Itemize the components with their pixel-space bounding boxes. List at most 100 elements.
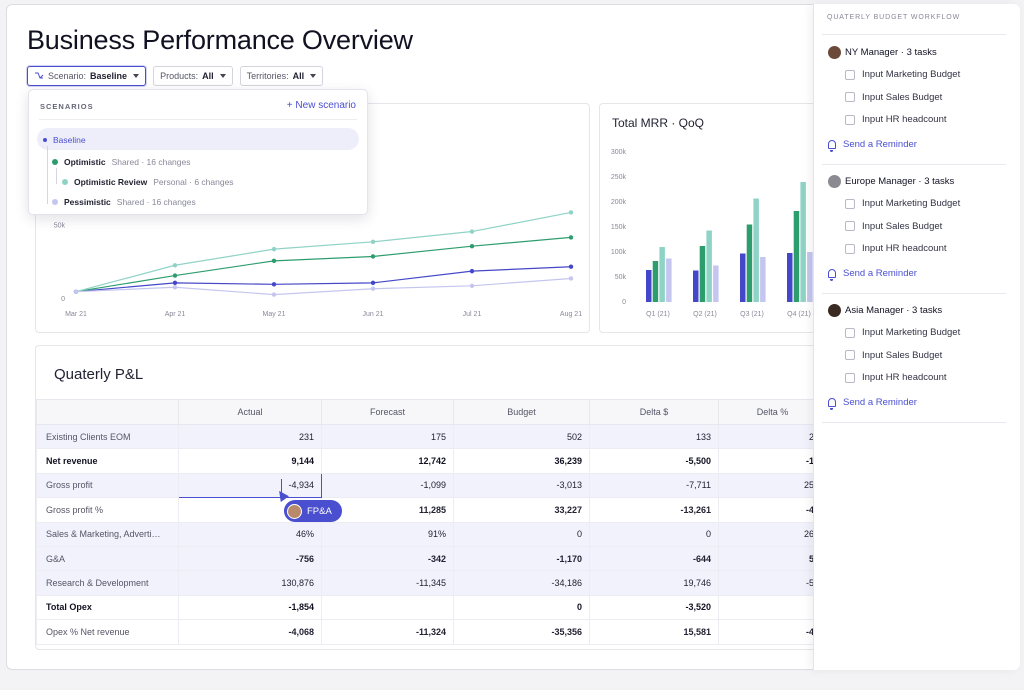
- task-checkbox[interactable]: [845, 114, 855, 125]
- table-cell[interactable]: 231: [178, 423, 322, 450]
- task-item[interactable]: Input HR headcount: [845, 114, 947, 125]
- table-cell[interactable]: -1,854: [178, 594, 322, 621]
- data-point[interactable]: [73, 289, 79, 294]
- bar[interactable]: [706, 230, 712, 303]
- bar[interactable]: [760, 257, 766, 302]
- data-point[interactable]: [469, 283, 475, 288]
- new-scenario-button[interactable]: + New scenario: [286, 100, 356, 111]
- task-item[interactable]: Input Marketing Budget: [845, 327, 960, 338]
- products-filter[interactable]: Products: All: [153, 66, 233, 86]
- table-cell[interactable]: 36,239: [453, 448, 590, 474]
- table-cell[interactable]: 26: [718, 423, 827, 450]
- table-cell[interactable]: 55: [718, 545, 827, 572]
- task-checkbox[interactable]: [845, 327, 855, 338]
- table-cell[interactable]: 12,742: [321, 448, 454, 474]
- table-cell[interactable]: -44: [718, 619, 827, 645]
- send-reminder-button[interactable]: Send a Reminder: [828, 397, 917, 410]
- bar[interactable]: [787, 253, 793, 302]
- scenario-filter[interactable]: Scenario: Baseline: [27, 66, 147, 86]
- table-cell[interactable]: [718, 594, 827, 621]
- data-point[interactable]: [271, 258, 277, 264]
- bar[interactable]: [713, 265, 719, 303]
- table-cell[interactable]: -1,170: [453, 545, 590, 572]
- table-cell[interactable]: -40: [718, 497, 827, 523]
- data-point[interactable]: [469, 229, 475, 234]
- task-item[interactable]: Input Sales Budget: [845, 221, 942, 232]
- table-cell[interactable]: -7,711: [589, 472, 719, 499]
- table-cell[interactable]: -15: [718, 448, 827, 474]
- table-cell[interactable]: 0: [589, 521, 719, 547]
- table-cell[interactable]: -13,261: [589, 497, 719, 523]
- table-cell[interactable]: -3,520: [589, 594, 719, 621]
- scenario-item-pessimistic[interactable]: Pessimistic Shared · 16 changes: [52, 197, 196, 207]
- data-point[interactable]: [370, 286, 376, 291]
- task-item[interactable]: Input Sales Budget: [845, 350, 942, 361]
- column-header-budget[interactable]: Budget: [453, 399, 590, 425]
- data-point[interactable]: [568, 264, 574, 269]
- task-item[interactable]: Input HR headcount: [845, 243, 947, 254]
- bar[interactable]: [793, 211, 800, 302]
- table-cell[interactable]: -35,356: [453, 619, 590, 645]
- table-cell[interactable]: 256: [718, 472, 827, 499]
- table-cell[interactable]: -4,068: [178, 619, 322, 645]
- task-checkbox[interactable]: [845, 243, 855, 254]
- table-cell[interactable]: -5,500: [589, 448, 719, 474]
- bar[interactable]: [740, 253, 746, 303]
- table-cell[interactable]: 130,876: [178, 570, 322, 596]
- bar[interactable]: [659, 247, 665, 302]
- table-cell[interactable]: 46%: [178, 521, 322, 547]
- task-item[interactable]: Input HR headcount: [845, 372, 947, 383]
- bar[interactable]: [666, 258, 672, 303]
- bar[interactable]: [746, 224, 753, 303]
- table-cell[interactable]: -342: [321, 545, 454, 572]
- column-header-delta-dollar[interactable]: Delta $: [589, 399, 719, 425]
- data-point[interactable]: [172, 285, 178, 290]
- data-point[interactable]: [568, 235, 574, 240]
- data-point[interactable]: [172, 263, 178, 268]
- bar[interactable]: [646, 270, 652, 302]
- table-cell[interactable]: 502: [453, 423, 590, 450]
- table-cell[interactable]: 261: [718, 521, 827, 547]
- data-point[interactable]: [271, 292, 277, 297]
- scenario-item-optimistic[interactable]: Optimistic Shared · 16 changes: [52, 157, 190, 167]
- data-point[interactable]: [370, 280, 376, 286]
- task-item[interactable]: Input Marketing Budget: [845, 198, 960, 209]
- bar[interactable]: [652, 261, 659, 302]
- send-reminder-button[interactable]: Send a Reminder: [828, 139, 917, 152]
- data-point[interactable]: [469, 268, 475, 274]
- data-point[interactable]: [370, 239, 376, 244]
- data-point[interactable]: [370, 254, 376, 259]
- column-header-delta-percent[interactable]: Delta %: [718, 399, 827, 425]
- task-item[interactable]: Input Sales Budget: [845, 92, 942, 103]
- task-checkbox[interactable]: [845, 92, 855, 102]
- table-cell[interactable]: 15,581: [589, 619, 719, 645]
- task-checkbox[interactable]: [845, 69, 855, 80]
- territories-filter[interactable]: Territories: All: [239, 66, 324, 86]
- bar[interactable]: [753, 198, 759, 303]
- table-cell[interactable]: -756: [178, 545, 322, 572]
- task-item[interactable]: Input Marketing Budget: [845, 69, 960, 80]
- table-cell[interactable]: -1,099: [321, 472, 454, 499]
- bar[interactable]: [693, 270, 699, 303]
- table-cell[interactable]: 91%: [321, 521, 454, 547]
- table-cell[interactable]: 33,227: [453, 497, 590, 523]
- table-cell[interactable]: [321, 594, 454, 621]
- scenario-item-baseline[interactable]: Baseline: [43, 135, 86, 145]
- table-cell[interactable]: 133: [589, 423, 719, 450]
- send-reminder-button[interactable]: Send a Reminder: [828, 268, 917, 281]
- table-cell[interactable]: -58: [718, 570, 827, 596]
- table-cell[interactable]: 0: [453, 521, 590, 547]
- editing-cell[interactable]: -4,934: [178, 472, 322, 499]
- data-point[interactable]: [271, 246, 277, 252]
- table-cell[interactable]: 175: [321, 423, 454, 450]
- data-point[interactable]: [172, 280, 178, 286]
- data-point[interactable]: [172, 273, 178, 278]
- task-checkbox[interactable]: [845, 198, 855, 209]
- task-checkbox[interactable]: [845, 221, 855, 231]
- table-cell[interactable]: -644: [589, 545, 719, 572]
- task-checkbox[interactable]: [845, 350, 855, 360]
- table-cell[interactable]: -34,186: [453, 570, 590, 596]
- data-point[interactable]: [271, 282, 277, 287]
- data-point[interactable]: [469, 244, 475, 249]
- task-checkbox[interactable]: [845, 372, 855, 383]
